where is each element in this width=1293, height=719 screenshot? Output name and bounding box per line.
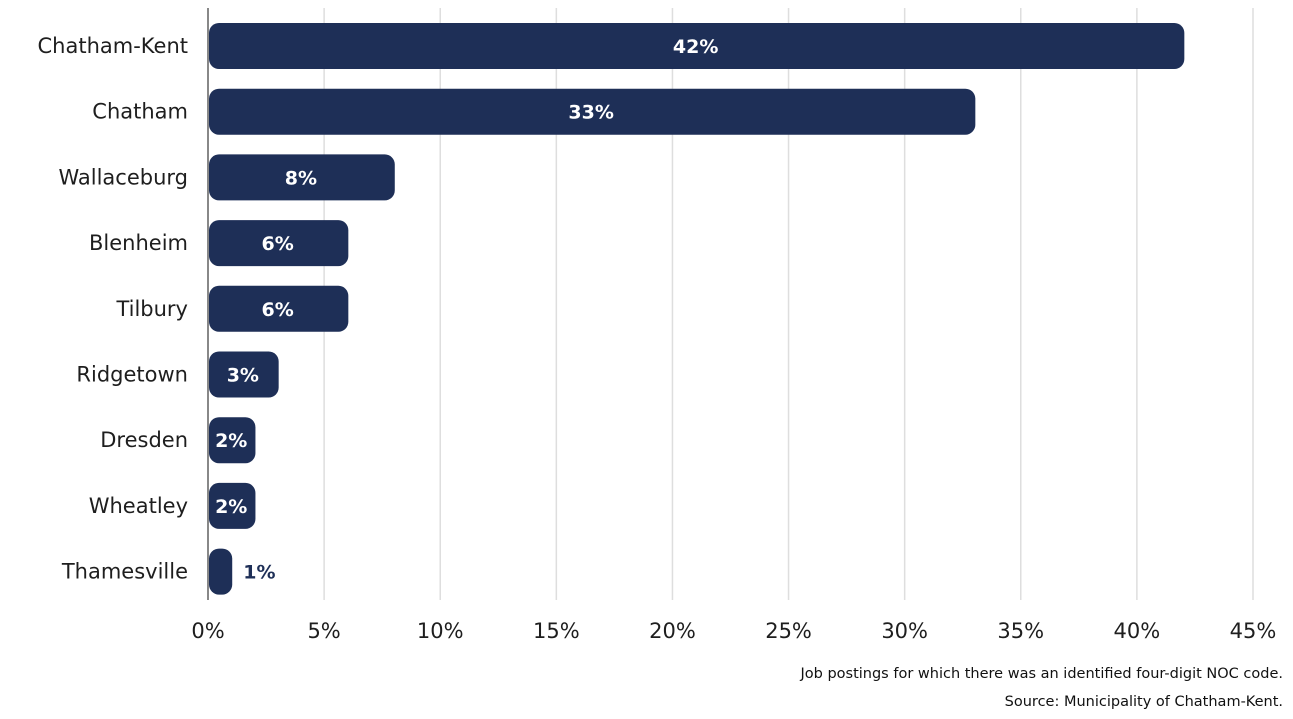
footnote-source: Source: Municipality of Chatham-Kent.	[1004, 694, 1283, 710]
bar-value-label: 6%	[262, 233, 294, 255]
bar	[209, 417, 256, 464]
bar-value-label: 6%	[262, 299, 294, 321]
x-axis-tick-labels: 0% 5% 10% 15% 20% 25% 30% 35% 40% 45%	[191, 619, 1276, 643]
bar-value-label: 8%	[285, 167, 317, 189]
x-tick-label: 15%	[533, 619, 580, 643]
bar-value-label: 3%	[227, 365, 259, 387]
bar	[209, 351, 279, 398]
category-label: Chatham-Kent	[38, 34, 188, 58]
bars: 42% 33% 8% 6% 6% 3% 2% 2% 1%	[209, 23, 1185, 595]
x-tick-label: 5%	[307, 619, 340, 643]
x-tick-label: 20%	[649, 619, 696, 643]
x-tick-label: 25%	[765, 619, 812, 643]
category-labels: Chatham-Kent Chatham Wallaceburg Blenheim Ti…	[38, 34, 188, 584]
x-tick-label: 10%	[417, 619, 464, 643]
category-label: Wheatley	[89, 494, 188, 518]
bar	[209, 23, 1185, 69]
bar-value-label: 42%	[673, 36, 718, 58]
bar	[209, 548, 233, 595]
bar	[209, 88, 976, 135]
bar	[209, 285, 349, 332]
category-label: Blenheim	[89, 231, 188, 255]
category-label: Wallaceburg	[58, 165, 188, 189]
bar-value-label: 33%	[568, 102, 613, 124]
footnote-noc: Job postings for which there was an iden…	[800, 666, 1283, 682]
bar-value-label: 1%	[243, 562, 275, 584]
category-label: Ridgetown	[76, 363, 188, 387]
bar-value-label: 2%	[215, 496, 247, 518]
x-tick-label: 0%	[191, 619, 224, 643]
x-tick-label: 45%	[1230, 619, 1277, 643]
bar	[209, 154, 395, 201]
category-label: Chatham	[92, 100, 188, 124]
x-tick-label: 30%	[881, 619, 928, 643]
category-label: Tilbury	[115, 297, 188, 321]
bar	[209, 220, 349, 267]
bar	[209, 482, 256, 529]
x-tick-label: 40%	[1114, 619, 1161, 643]
x-tick-label: 35%	[997, 619, 1044, 643]
bar-value-label: 2%	[215, 430, 247, 452]
category-label: Dresden	[100, 428, 188, 452]
category-label: Thamesville	[61, 560, 188, 584]
